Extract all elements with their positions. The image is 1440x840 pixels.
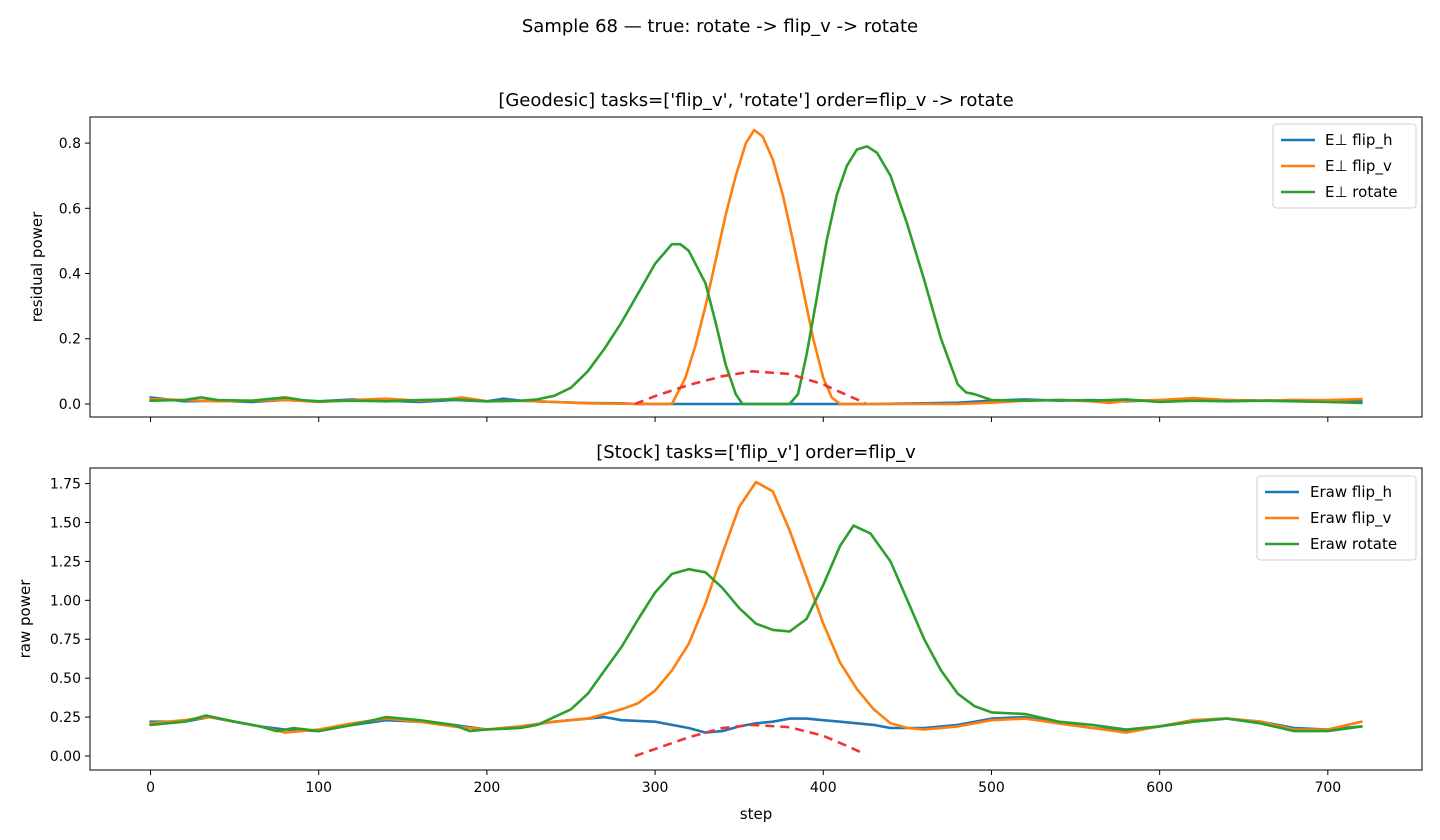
geodesic-panel-title: [Geodesic] tasks=['flip_v', 'rotate'] or… [498,90,1013,111]
stock-dashed-curve [634,723,866,758]
geodesic-dashed-curve [634,369,866,406]
geodesic-y-tick-label: 0.2 [59,332,81,348]
stock-x-tick-label: 600 [1146,780,1173,796]
legend-label-eraw-flip-v: Eraw flip_v [1310,509,1392,528]
stock-y-axis-label: raw power [16,579,34,659]
stock-y-tick-label: 0.50 [50,671,81,687]
stock-x-tick-label: 500 [978,780,1005,796]
geodesic-y-axis-label: residual power [28,211,46,322]
geodesic-legend: E⊥ flip_h E⊥ flip_v E⊥ rotate [1272,123,1417,209]
geodesic-y-tick-label: 0.4 [59,267,81,283]
geodesic-panel: [Geodesic] tasks=['flip_v', 'rotate'] or… [28,90,1423,422]
stock-x-tick-label: 0 [146,780,155,796]
stock-panel-title: [Stock] tasks=['flip_v'] order=flip_v [596,442,916,463]
stock-x-tick-label: 700 [1314,780,1341,796]
legend-label-eperp-flip-h: E⊥ flip_h [1325,131,1392,150]
stock-panel: [Stock] tasks=['flip_v'] order=flip_v ra… [16,442,1423,823]
geodesic-y-tick-label: 0.0 [59,397,81,413]
legend-label-eperp-flip-v: E⊥ flip_v [1325,157,1392,176]
stock-x-tick-label: 100 [305,780,332,796]
legend-label-eperp-rotate: E⊥ rotate [1325,183,1398,201]
stock-y-tick-label: 0.25 [50,710,81,726]
geodesic-series-line-flip-v [149,128,1363,406]
stock-plot-frame [89,467,1423,771]
stock-y-tick-label: 0.75 [50,632,81,648]
geodesic-y-tick-label: 0.6 [59,201,81,217]
legend-label-eraw-rotate: Eraw rotate [1310,535,1397,553]
geodesic-plot-frame [89,116,1423,418]
stock-series-line-rotate [149,524,1363,733]
stock-y-tick-label: 0.00 [50,749,81,765]
legend-label-eraw-flip-h: Eraw flip_h [1310,483,1392,502]
stock-x-tick-label: 400 [810,780,837,796]
stock-y-tick-label: 1.75 [50,477,81,493]
stock-y-tick-label: 1.50 [50,515,81,531]
figure-suptitle: Sample 68 — true: rotate -> flip_v -> ro… [522,16,918,37]
stock-series-line-flip-v [149,480,1363,734]
stock-x-tick-label: 300 [642,780,669,796]
stock-x-tick-label: 200 [474,780,501,796]
geodesic-y-tick-label: 0.8 [59,136,81,152]
stock-y-tick-label: 1.00 [50,593,81,609]
stock-y-tick-label: 1.25 [50,554,81,570]
stock-x-axis-label: step [740,805,772,823]
geodesic-series-line-rotate [149,145,1363,406]
stock-legend: Eraw flip_h Eraw flip_v Eraw rotate [1256,475,1417,561]
